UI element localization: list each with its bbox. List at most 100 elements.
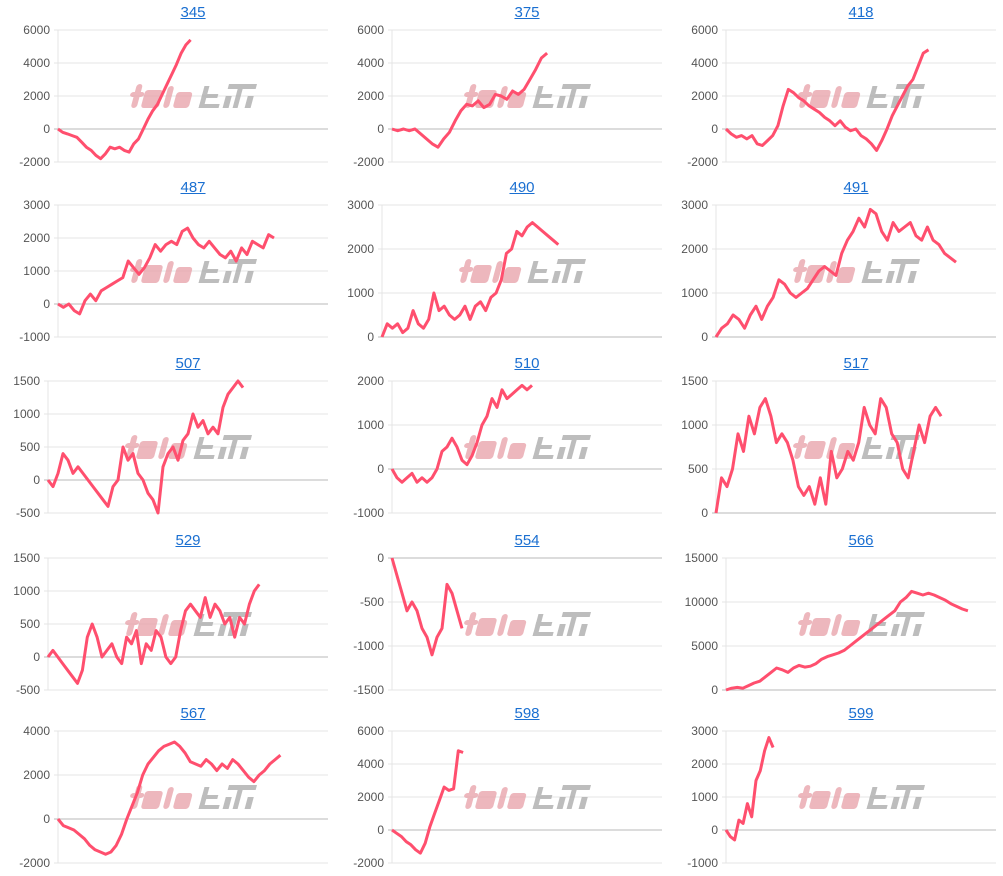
chart-566: 15000 10000 5000 0 566	[668, 528, 1003, 701]
y-tick-label: 0	[711, 683, 718, 697]
y-tick-label: 1500	[681, 374, 708, 388]
y-tick-label: 2000	[357, 790, 384, 804]
chart-svg: 4000 2000 0 -2000	[19, 724, 328, 870]
y-tick-label: 6000	[357, 724, 384, 738]
watermark-logo	[798, 785, 925, 809]
y-tick-label: 0	[43, 122, 50, 136]
chart-svg: 6000 4000 2000 0 -2000	[353, 23, 662, 169]
series-line	[390, 557, 464, 657]
chart-490: 3000 2000 1000 0 490	[334, 175, 668, 351]
y-tick-label: 6000	[23, 23, 50, 37]
y-tick-label: 0	[377, 823, 384, 837]
y-tick-label: 0	[377, 122, 384, 136]
chart-598: 6000 4000 2000 0 -2000 598	[334, 701, 668, 876]
y-tick-label: -1000	[687, 856, 718, 870]
chart-svg: 0 -500 -1000 -1500	[353, 551, 662, 697]
y-tick-label: 0	[701, 506, 708, 520]
y-tick-label: 2000	[681, 242, 708, 256]
chart-svg: 1500 1000 500 0 -500	[13, 374, 328, 520]
chart-title-link[interactable]: 487	[180, 179, 206, 196]
chart-title-link[interactable]: 599	[848, 705, 874, 722]
y-tick-label: 3000	[691, 724, 718, 738]
y-tick-label: 6000	[357, 23, 384, 37]
y-tick-label: 4000	[23, 724, 50, 738]
y-tick-label: 2000	[357, 89, 384, 103]
y-tick-label: 1000	[13, 584, 40, 598]
series-line	[724, 736, 775, 842]
watermark-logo	[464, 612, 591, 636]
watermark-logo	[798, 612, 925, 636]
watermark-logo	[125, 612, 253, 636]
y-tick-label: 4000	[23, 56, 50, 70]
chart-title-link[interactable]: 490	[509, 179, 535, 196]
chart-title-link[interactable]: 529	[175, 532, 201, 549]
series-line	[714, 397, 943, 514]
y-tick-label: 2000	[23, 231, 50, 245]
chart-title-link[interactable]: 517	[843, 355, 869, 372]
chart-svg: 3000 2000 1000 0	[347, 198, 662, 344]
chart-517: 1500 1000 500 0 517	[668, 351, 1003, 528]
chart-345: 6000 4000 2000 0 -2000 345	[0, 0, 334, 175]
chart-title-link[interactable]: 566	[848, 532, 874, 549]
y-tick-label: 1000	[357, 418, 384, 432]
chart-title-link[interactable]: 510	[514, 355, 540, 372]
chart-title-link[interactable]: 345	[180, 4, 206, 21]
watermark-logo	[130, 785, 257, 809]
y-tick-label: -2000	[353, 155, 384, 169]
series-line	[391, 749, 464, 855]
y-tick-label: 1000	[347, 286, 374, 300]
chart-svg: 1500 1000 500 0 -500	[13, 551, 328, 697]
y-tick-label: 3000	[23, 198, 50, 212]
y-tick-label: -500	[360, 595, 384, 609]
y-tick-label: 3000	[681, 198, 708, 212]
chart-title-link[interactable]: 554	[514, 532, 540, 549]
y-tick-label: 4000	[357, 757, 384, 771]
watermark-logo	[125, 435, 253, 459]
y-tick-label: 2000	[691, 89, 718, 103]
y-tick-label: -2000	[19, 856, 50, 870]
y-tick-label: 1500	[13, 374, 40, 388]
chart-svg: 6000 4000 2000 0 -2000	[19, 23, 328, 169]
chart-svg: 6000 4000 2000 0 -2000	[687, 23, 996, 169]
y-tick-label: 0	[33, 650, 40, 664]
chart-title-link[interactable]: 418	[848, 4, 874, 21]
y-tick-label: 4000	[691, 56, 718, 70]
chart-418: 6000 4000 2000 0 -2000 418	[668, 0, 1003, 175]
chart-554: 0 -500 -1000 -1500 554	[334, 528, 668, 701]
y-tick-label: 2000	[357, 374, 384, 388]
chart-title-link[interactable]: 507	[175, 355, 201, 372]
y-tick-label: -1000	[353, 639, 384, 653]
series-line	[46, 379, 245, 515]
y-tick-label: -1500	[353, 683, 384, 697]
y-tick-label: 500	[20, 440, 40, 454]
y-tick-label: 5000	[691, 639, 718, 653]
chart-487: 3000 2000 1000 0 -1000 487	[0, 175, 334, 351]
y-tick-label: 0	[377, 462, 384, 476]
chart-375: 6000 4000 2000 0 -2000 375	[334, 0, 668, 175]
chart-title-link[interactable]: 598	[514, 705, 540, 722]
chart-title-link[interactable]: 567	[180, 705, 206, 722]
y-tick-label: 2000	[347, 242, 374, 256]
chart-507: 1500 1000 500 0 -500 507	[0, 351, 334, 528]
y-tick-label: 1000	[681, 418, 708, 432]
chart-title-link[interactable]: 375	[514, 4, 540, 21]
y-tick-label: -1000	[19, 330, 50, 344]
chart-title-link[interactable]: 491	[843, 179, 869, 196]
series-line	[390, 383, 533, 484]
y-tick-label: -500	[16, 506, 40, 520]
chart-svg: 3000 2000 1000 0 -1000	[687, 724, 996, 870]
chart-510: 2000 1000 0 -1000 510	[334, 351, 668, 528]
y-tick-label: 15000	[685, 551, 719, 565]
y-tick-label: 3000	[347, 198, 374, 212]
y-tick-label: 1000	[691, 790, 718, 804]
y-tick-label: 4000	[357, 56, 384, 70]
chart-svg: 15000 10000 5000 0	[685, 551, 996, 697]
y-tick-label: 0	[367, 330, 374, 344]
y-tick-label: 0	[43, 812, 50, 826]
y-tick-label: 1000	[13, 407, 40, 421]
y-tick-label: -2000	[687, 155, 718, 169]
y-tick-label: 0	[377, 551, 384, 565]
y-tick-label: -2000	[353, 856, 384, 870]
y-tick-label: -500	[16, 683, 40, 697]
